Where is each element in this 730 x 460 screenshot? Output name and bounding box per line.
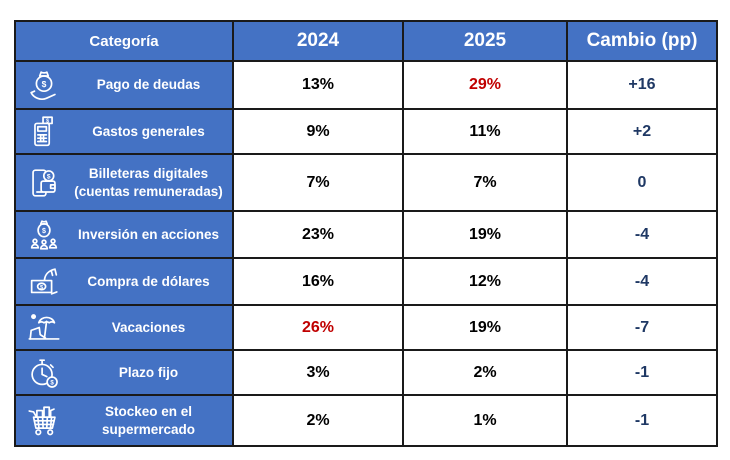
value-change: -4 [566, 257, 718, 306]
category-label: Compra de dólares [87, 273, 210, 289]
svg-text:$: $ [42, 226, 46, 234]
svg-text:$: $ [47, 173, 51, 180]
category-label: Vacaciones [111, 319, 186, 335]
shopping-cart-icon [21, 402, 67, 440]
category-label: Inversión en acciones [77, 226, 220, 242]
header-2024: 2024 [232, 20, 404, 62]
table-row: $ Compra de dólares 16% 12% -4 [14, 257, 718, 306]
value-2024: 9% [232, 108, 404, 155]
table-row: $ Billeteras digitales (cuentas remunera… [14, 153, 718, 212]
category-label: Billeteras digitales (cuentas remunerada… [74, 165, 223, 199]
investment-people-icon: $ [21, 216, 67, 254]
value-2025: 19% [402, 304, 568, 351]
stopwatch-money-icon: $ [21, 354, 67, 392]
table-row: $ Plazo fijo 3% 2% -1 [14, 349, 718, 396]
svg-text:$: $ [46, 118, 49, 124]
table-row: Stockeo en el supermercado 2% 1% -1 [14, 394, 718, 447]
category-label: Plazo fijo [118, 364, 179, 380]
svg-text:$: $ [40, 284, 44, 290]
category-label: Gastos generales [92, 123, 205, 139]
value-2024: 13% [232, 60, 404, 110]
value-change: +2 [566, 108, 718, 155]
value-change: -4 [566, 210, 718, 259]
table-row: $ Pago de deudas 13% 29% +16 [14, 60, 718, 110]
value-2024: 3% [232, 349, 404, 396]
value-change: -1 [566, 394, 718, 447]
table-row: $ Gastos generales 9% 11% +2 [14, 108, 718, 155]
value-change: -1 [566, 349, 718, 396]
value-2024: 16% [232, 257, 404, 306]
header-2025: 2025 [402, 20, 568, 62]
value-2024: 7% [232, 153, 404, 212]
value-2025: 29% [402, 60, 568, 110]
value-2024: 26% [232, 304, 404, 351]
money-bag-hand-icon: $ [21, 66, 67, 104]
value-2025: 11% [402, 108, 568, 155]
value-2025: 2% [402, 349, 568, 396]
table-row: Vacaciones 26% 19% -7 [14, 304, 718, 351]
svg-text:$: $ [50, 379, 54, 386]
vacation-beach-icon [21, 309, 67, 347]
value-change: 0 [566, 153, 718, 212]
phone-wallet-icon: $ [21, 164, 67, 202]
value-2025: 1% [402, 394, 568, 447]
table-row: $ Inversión en acciones 23% 19% -4 [14, 210, 718, 259]
category-label: Stockeo en el supermercado [101, 403, 196, 437]
pos-terminal-icon: $ [21, 113, 67, 151]
savings-comparison-table: Categoría 2024 2025 Cambio (pp) $ [14, 20, 718, 447]
value-2025: 7% [402, 153, 568, 212]
value-2025: 12% [402, 257, 568, 306]
value-change: -7 [566, 304, 718, 351]
header-categoria: Categoría [14, 20, 234, 62]
dollar-purchase-icon: $ [21, 263, 67, 301]
value-change: +16 [566, 60, 718, 110]
value-2024: 2% [232, 394, 404, 447]
category-label: Pago de deudas [96, 77, 201, 93]
header-row: Categoría 2024 2025 Cambio (pp) [14, 20, 718, 62]
value-2024: 23% [232, 210, 404, 259]
value-2025: 19% [402, 210, 568, 259]
header-cambio: Cambio (pp) [566, 20, 718, 62]
svg-text:$: $ [42, 79, 47, 89]
